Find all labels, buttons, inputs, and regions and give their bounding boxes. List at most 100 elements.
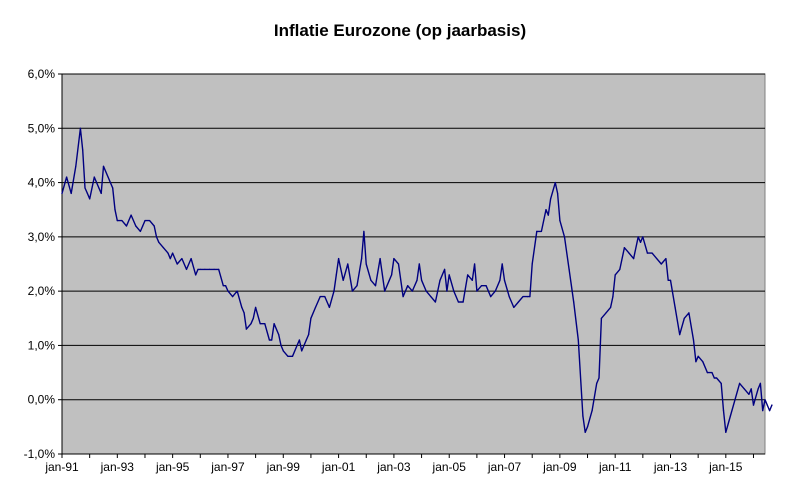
data-point [573, 301, 575, 303]
data-point [462, 301, 464, 303]
data-point [476, 290, 478, 292]
data-point [391, 274, 393, 276]
data-point [310, 317, 312, 319]
data-point [365, 263, 367, 265]
data-point [531, 263, 533, 265]
data-point [282, 350, 284, 352]
data-point [185, 268, 188, 270]
data-point [112, 187, 114, 189]
series-layer [61, 127, 773, 433]
data-point [181, 258, 183, 260]
data-point [347, 263, 349, 265]
data-point [434, 301, 436, 303]
data-point [278, 334, 280, 336]
x-tick-label: jan-93 [100, 460, 135, 474]
data-point [766, 404, 768, 406]
data-point [98, 187, 100, 189]
data-point [499, 279, 501, 281]
data-point [75, 165, 77, 167]
data-point [370, 279, 372, 281]
data-point [446, 290, 448, 292]
data-point [637, 236, 639, 238]
data-point [298, 339, 300, 341]
data-point [490, 296, 492, 298]
data-point [324, 296, 326, 298]
data-point [619, 268, 621, 270]
data-point [195, 274, 197, 276]
x-tick-label: jan-95 [155, 460, 190, 474]
data-point [485, 285, 487, 287]
data-point [444, 268, 446, 270]
data-point [102, 165, 105, 167]
data-point [559, 220, 561, 222]
y-tick-label: -1,0% [24, 447, 56, 461]
data-point [586, 426, 589, 428]
data-point [674, 306, 676, 308]
data-point [232, 296, 234, 298]
data-point [142, 225, 144, 227]
data-point [162, 247, 164, 249]
data-point [114, 209, 116, 211]
data-point [695, 361, 697, 363]
x-tick-label: jan-97 [210, 460, 245, 474]
data-point [89, 198, 91, 200]
data-point [351, 290, 353, 292]
data-point [764, 399, 766, 401]
data-point [547, 214, 549, 216]
data-point [116, 220, 118, 222]
data-point [743, 388, 745, 390]
data-point [596, 382, 598, 384]
data-point [430, 296, 432, 298]
data-point [421, 279, 423, 281]
data-point [204, 268, 206, 270]
plot-area [61, 73, 766, 455]
data-point [692, 339, 695, 341]
data-point [628, 252, 630, 254]
data-point [305, 339, 307, 341]
data-point [149, 220, 151, 222]
data-point [706, 372, 709, 374]
data-point [425, 290, 427, 292]
data-point [739, 382, 741, 384]
data-point [582, 415, 584, 417]
data-point [243, 312, 245, 314]
data-point [679, 334, 681, 336]
data-point [356, 285, 358, 287]
data-point [610, 306, 612, 308]
data-point [172, 252, 174, 254]
x-tick-label: jan-01 [321, 460, 356, 474]
data-point [467, 274, 469, 276]
data-point [273, 323, 275, 325]
data-point [227, 290, 229, 292]
chart-title: Inflatie Eurozone (op jaarbasis) [274, 21, 526, 40]
data-point [125, 225, 128, 227]
data-point [517, 301, 520, 303]
data-point [494, 290, 496, 292]
data-point [734, 399, 736, 401]
data-point [301, 350, 303, 352]
data-point [291, 355, 294, 357]
data-point [388, 279, 390, 281]
data-point [471, 279, 473, 281]
data-point [418, 263, 420, 265]
data-point [225, 285, 227, 287]
y-tick-label: 0,0% [28, 393, 56, 407]
data-point [333, 290, 335, 292]
data-point [527, 296, 529, 298]
data-point [155, 236, 158, 238]
data-point [280, 344, 282, 346]
y-tick-label: 2,0% [28, 284, 56, 298]
data-point [158, 241, 160, 243]
data-point [407, 285, 409, 287]
data-point [252, 317, 254, 319]
data-point [612, 296, 614, 298]
data-point [550, 198, 552, 200]
data-point [642, 236, 644, 238]
data-point [411, 290, 413, 292]
data-point [697, 355, 699, 357]
data-point [759, 382, 762, 384]
data-point [384, 290, 386, 292]
data-point [416, 279, 418, 281]
data-point [503, 279, 506, 281]
